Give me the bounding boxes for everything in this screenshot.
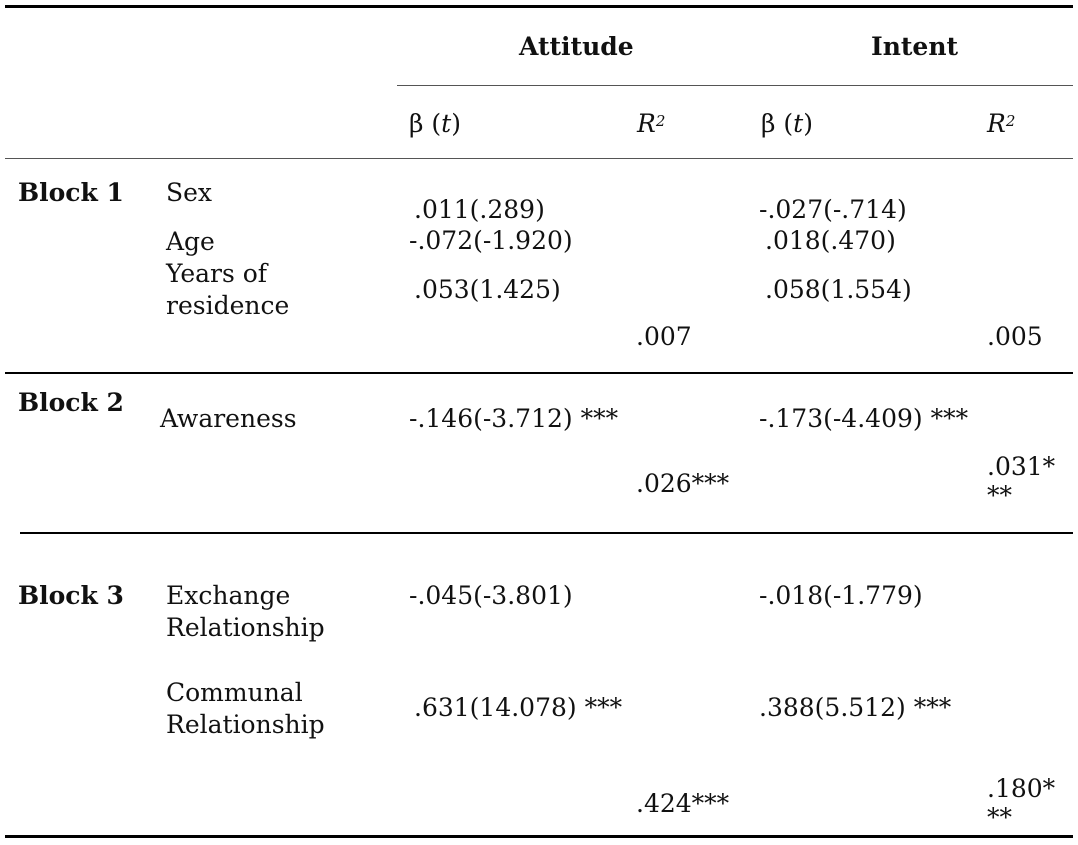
beta-cell: .631(14.078) ***: [414, 693, 623, 722]
group-underline: [397, 85, 1073, 86]
r2-cell: .005: [987, 322, 1043, 351]
beta-cell: -.146(-3.712) ***: [409, 404, 619, 433]
variable-label: Relationship: [166, 613, 325, 642]
r2-cell: .424***: [636, 789, 730, 818]
group-header-attitude: Attitude: [519, 32, 634, 61]
beta-paren-close: ): [803, 109, 813, 138]
block2-rule: [20, 532, 1073, 534]
beta-symbol: β: [409, 109, 424, 138]
r-exp: 2: [1005, 112, 1016, 130]
beta-symbol: β: [761, 109, 776, 138]
r2-cell: .007: [636, 322, 692, 351]
variable-label: Years of: [166, 259, 268, 288]
r-var: R: [637, 109, 656, 138]
beta-cell: -.018(-1.779): [759, 581, 923, 610]
beta-cell: -.045(-3.801): [409, 581, 573, 610]
top-rule: [5, 5, 1073, 8]
beta-cell: .018(.470): [765, 226, 896, 255]
beta-cell: .053(1.425): [414, 275, 561, 304]
beta-cell: .011(.289): [414, 195, 545, 224]
beta-cell: .388(5.512) ***: [759, 693, 952, 722]
variable-label: Exchange: [166, 581, 291, 610]
variable-label: Age: [166, 227, 215, 256]
r2-cell-line: .180*: [987, 774, 1056, 803]
r2-header-attitude: R2: [637, 108, 665, 140]
block1-rule: [5, 372, 1073, 374]
group-header-intent: Intent: [871, 32, 959, 61]
beta-cell: -.027(-.714): [759, 195, 907, 224]
variable-label: Awareness: [160, 404, 297, 433]
variable-label: Relationship: [166, 710, 325, 739]
beta-header-intent: β (t): [761, 108, 813, 140]
bottom-rule: [5, 835, 1073, 838]
r2-cell-line: **: [987, 481, 1012, 510]
beta-t: t: [793, 109, 804, 138]
r2-cell-line: .031*: [987, 452, 1056, 481]
r-var: R: [987, 109, 1006, 138]
beta-paren-open: (: [431, 109, 442, 138]
variable-label: Sex: [166, 178, 213, 207]
r2-header-intent: R2: [987, 108, 1015, 140]
beta-t: t: [441, 109, 452, 138]
block-label: Block 1: [18, 178, 124, 207]
variable-label: residence: [166, 291, 290, 320]
r-exp: 2: [655, 112, 666, 130]
r2-cell-line: **: [987, 803, 1012, 832]
block-label: Block 3: [18, 581, 124, 610]
beta-header-attitude: β (t): [409, 108, 461, 140]
block-label: Block 2: [18, 388, 124, 417]
r2-cell: .026***: [636, 469, 730, 498]
beta-cell: -.173(-4.409) ***: [759, 404, 969, 433]
variable-label: Communal: [166, 678, 303, 707]
beta-paren-close: ): [451, 109, 461, 138]
beta-cell: .058(1.554): [765, 275, 912, 304]
beta-cell: -.072(-1.920): [409, 226, 573, 255]
beta-paren-open: (: [783, 109, 794, 138]
header-rule: [5, 158, 1073, 159]
